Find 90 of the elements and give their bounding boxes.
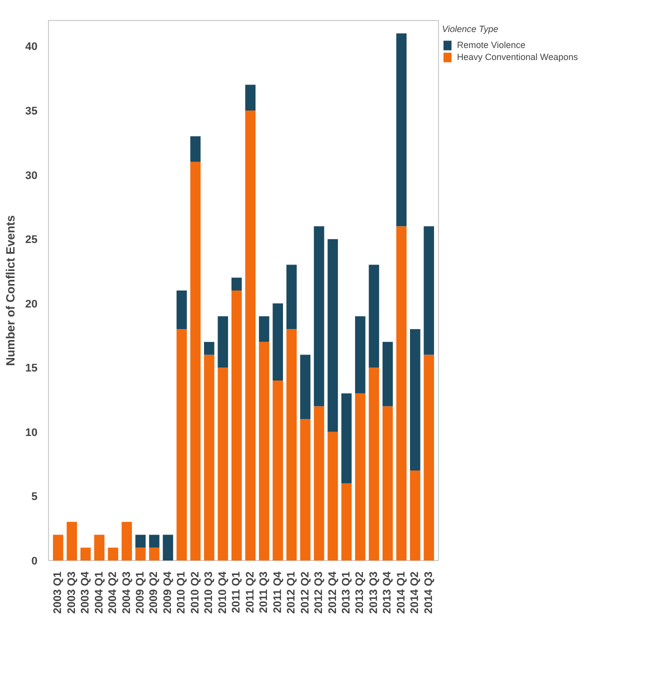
- bar: [204, 354, 214, 560]
- x-tick-label: 2009 Q1: [134, 572, 147, 614]
- bar: [245, 110, 256, 560]
- y-tick-label: 30: [25, 170, 38, 182]
- x-tick-label: 2012 Q3: [313, 572, 326, 614]
- bar: [108, 548, 118, 560]
- x-tick-label: 2011 Q4: [272, 570, 284, 614]
- y-tick-label: 10: [25, 426, 38, 439]
- x-tick-label: 2009 Q2: [148, 571, 160, 614]
- bar: [300, 419, 310, 560]
- bar: [149, 548, 160, 560]
- bar: [314, 406, 324, 560]
- bar: [258, 342, 270, 560]
- y-tick-label: 25: [25, 234, 38, 246]
- bar: [382, 342, 393, 406]
- x-tick-label: 2004 Q3: [120, 571, 133, 614]
- bar: [341, 483, 352, 560]
- bar: [231, 278, 242, 290]
- bar: [286, 264, 297, 330]
- bar: [190, 162, 201, 560]
- bar: [355, 393, 366, 560]
- legend-label: Heavy Conventional Weapons: [457, 52, 578, 62]
- y-tick-label: 15: [25, 362, 38, 375]
- x-tick-label: 2010 Q4: [216, 570, 229, 614]
- bar: [314, 226, 324, 406]
- bar: [396, 226, 407, 560]
- x-tick-label: 2011 Q1: [230, 572, 243, 614]
- bar: [382, 406, 393, 560]
- x-tick-label: 2011 Q2: [244, 572, 256, 614]
- bar: [272, 380, 283, 560]
- bar: [80, 548, 91, 560]
- bar: [245, 84, 256, 110]
- bar: [410, 329, 420, 470]
- y-tick-label: 0: [31, 556, 38, 568]
- bar: [286, 329, 297, 560]
- x-tick-label: 2013 Q1: [340, 572, 352, 614]
- bar: [328, 239, 338, 432]
- x-tick-label: 2011 Q3: [258, 572, 270, 614]
- x-tick-label: 2012 Q2: [299, 571, 312, 614]
- bar: [231, 290, 242, 560]
- bar: [355, 316, 366, 394]
- bar: [218, 316, 228, 368]
- bar: [204, 342, 214, 355]
- x-tick-label: 2003 Q1: [52, 571, 64, 614]
- bar: [162, 534, 174, 560]
- x-tick-label: 2010 Q1: [176, 571, 188, 614]
- x-tick-label: 2013 Q4: [382, 570, 394, 614]
- bar: [424, 354, 434, 560]
- x-tick-label: 2010 Q3: [203, 572, 216, 614]
- x-tick-label: 2013 Q2: [354, 571, 366, 614]
- bar: [176, 290, 187, 330]
- x-tick-label: 2003 Q4: [80, 570, 92, 614]
- x-tick-label: 2003 Q3: [66, 572, 78, 614]
- bar: [94, 534, 104, 560]
- bar: [368, 368, 380, 560]
- bar: [272, 303, 283, 380]
- bar: [176, 329, 187, 560]
- y-tick-label: 35: [25, 106, 38, 118]
- bar: [52, 534, 64, 560]
- bar: [410, 470, 420, 560]
- y-tick-label: 5: [31, 491, 38, 504]
- bar: [424, 226, 434, 355]
- y-tick-label: 20: [25, 298, 38, 310]
- x-tick-label: 2009 Q4: [162, 570, 174, 614]
- bar: [396, 33, 407, 226]
- x-tick-label: 2004 Q1: [93, 572, 106, 614]
- legend-label: Remote Violence: [457, 40, 526, 50]
- bar: [328, 432, 338, 560]
- bar: [66, 522, 77, 560]
- bar: [300, 354, 310, 420]
- x-tick-label: 2013 Q3: [368, 572, 380, 614]
- x-tick-label: 2014 Q3: [422, 571, 435, 614]
- bar: [122, 522, 132, 560]
- x-tick-label: 2010 Q2: [189, 572, 202, 614]
- bar: [258, 316, 270, 342]
- x-tick-label: 2012 Q1: [286, 572, 298, 614]
- x-tick-label: 2014 Q2: [409, 572, 422, 614]
- bar: [135, 548, 146, 560]
- bar: [368, 264, 380, 368]
- x-tick-label: 2014 Q1: [395, 571, 408, 614]
- y-tick-label: 40: [25, 41, 38, 54]
- bar: [135, 534, 146, 548]
- bar: [190, 136, 201, 162]
- legend-title: Violence Type: [442, 24, 500, 34]
- y-axis-title: Number of Conflict Events: [3, 214, 18, 366]
- x-tick-label: 2012 Q4: [326, 570, 339, 614]
- x-tick-label: 2004 Q2: [107, 572, 120, 614]
- bar: [149, 534, 160, 548]
- bar: [341, 393, 352, 484]
- bar: [218, 368, 228, 560]
